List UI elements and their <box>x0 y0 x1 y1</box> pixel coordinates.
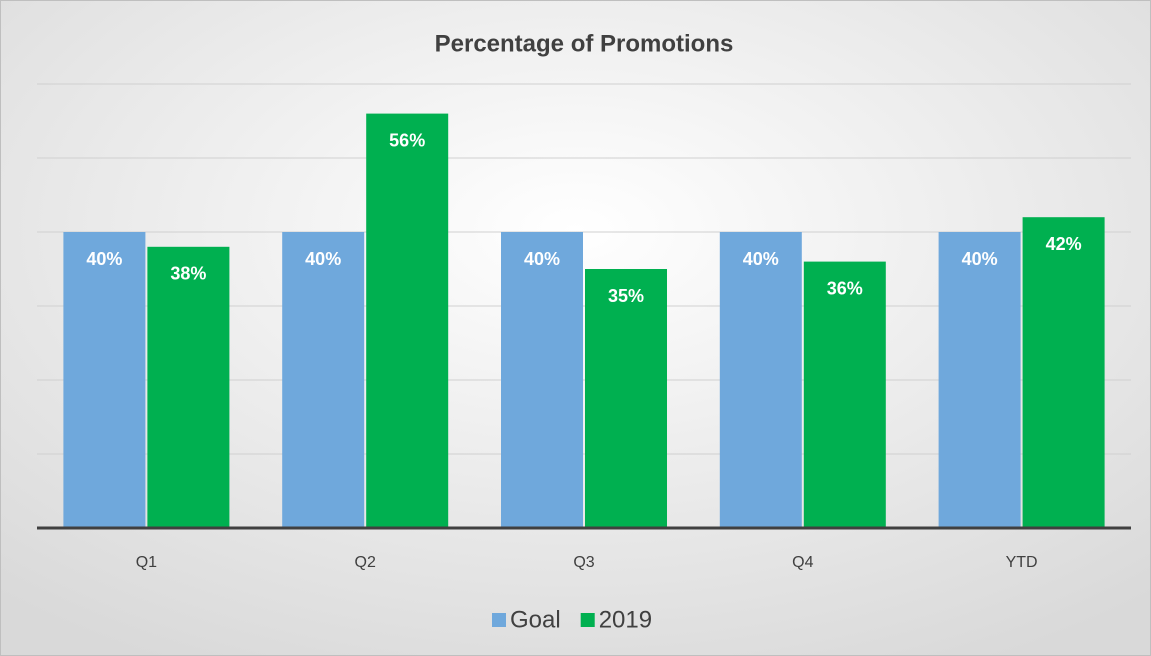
legend-swatch <box>492 613 506 627</box>
data-label: 36% <box>827 278 863 298</box>
bar <box>803 261 886 528</box>
legend-label: 2019 <box>599 606 652 633</box>
bar <box>719 232 802 528</box>
x-tick-label: YTD <box>1006 554 1038 571</box>
data-label: 56% <box>389 130 425 150</box>
bar <box>147 246 230 529</box>
bar <box>938 232 1021 528</box>
data-label: 40% <box>962 249 998 269</box>
legend-swatch <box>580 613 595 627</box>
data-label: 35% <box>608 286 644 306</box>
data-label: 40% <box>743 249 779 269</box>
x-tick-label: Q4 <box>792 554 813 571</box>
bar <box>1022 217 1105 528</box>
x-tick-label: Q3 <box>573 554 594 571</box>
bar <box>63 232 146 528</box>
x-tick-label: Q2 <box>355 554 376 571</box>
bar <box>366 113 449 528</box>
data-label: 40% <box>86 249 122 269</box>
bar <box>282 232 365 528</box>
data-label: 42% <box>1046 234 1082 254</box>
data-label: 40% <box>305 249 341 269</box>
chart-title: Percentage of Promotions <box>435 30 734 57</box>
bar <box>585 269 667 528</box>
legend-label: Goal <box>510 606 561 633</box>
bar <box>501 232 583 528</box>
data-label: 38% <box>170 264 206 284</box>
x-tick-label: Q1 <box>136 554 157 571</box>
data-label: 40% <box>524 249 560 269</box>
